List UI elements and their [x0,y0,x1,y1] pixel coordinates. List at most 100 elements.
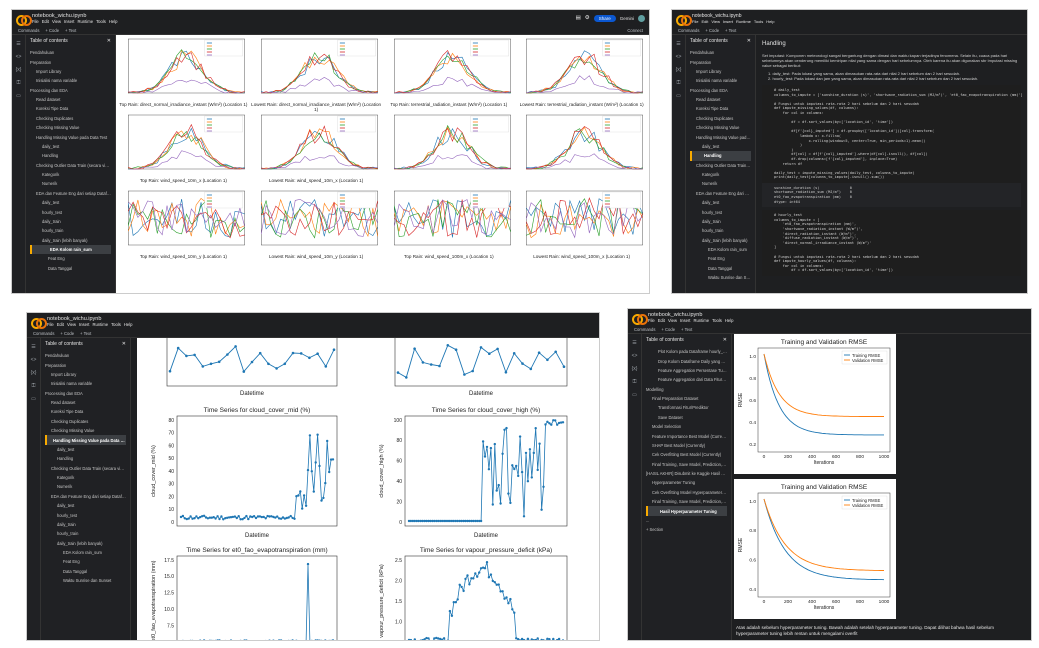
variables-icon[interactable]: {x} [30,370,37,376]
toc-item[interactable]: Inisialisi nama variable [696,78,738,84]
add-code-button[interactable]: + Code [60,330,75,336]
menu-tools[interactable]: Tools [111,321,121,327]
menu-insert[interactable]: Insert [722,18,733,24]
toc-item[interactable]: Final Training, Save Model, Prediction, … [652,499,727,505]
toc-item[interactable]: hourly_train [702,228,724,234]
toc-item[interactable]: hourly_train [42,228,64,234]
toc-item[interactable]: Numerik [702,181,718,187]
menu-runtime[interactable]: Runtime [735,18,751,24]
toc-item[interactable]: Checking Duplicates [36,115,74,121]
toc-item[interactable]: + Section [646,527,664,533]
toc-item[interactable]: Inisialisi nama variable [51,381,93,387]
menu-view[interactable]: View [667,317,677,323]
menu-edit[interactable]: Edit [41,18,49,24]
close-icon[interactable]: ✕ [746,38,751,44]
toc-item[interactable]: EDA Kolom rain_sum [30,244,111,255]
toc-item[interactable]: Transformasi Fitur/Prediktor [658,405,709,411]
toc-item[interactable]: hourly_test [57,512,78,518]
menu-help[interactable]: Help [766,18,775,24]
toc-item[interactable]: Final Preparation Dataset [652,396,699,402]
folder-icon[interactable]: ▭ [16,93,21,99]
folder-icon[interactable]: ▭ [676,93,681,99]
add-text-button[interactable]: + Text [681,326,693,332]
toc-item[interactable]: daily_test [57,503,75,509]
toc-item[interactable]: Pendahuluan [30,50,55,56]
toc-item[interactable]: Checking Outlier Data Train (secara visu… [696,162,751,168]
toc-item[interactable]: Checking Outlier Data Train (secara visu… [36,162,111,168]
toc-item[interactable]: Import Library [51,371,77,377]
toc-item[interactable]: Drop Kolom Dataframe Daily yang Sesuai d… [658,358,727,364]
toc-item[interactable]: daily_test [57,446,75,452]
toc-item[interactable]: Waktu Sunrise dan Sunset [63,578,112,584]
toc-item[interactable]: Handling Missing Value pada Data Test [45,435,126,445]
toc-item[interactable]: Numerik [57,484,73,490]
commands-button[interactable]: Commands [678,27,700,33]
toc-item[interactable]: Handling Missing Value pada Data Test [696,134,751,140]
folder-icon[interactable]: ▭ [31,396,36,402]
toc-item[interactable]: daily_test [702,200,720,206]
toc-item[interactable]: Plot Kolom pada Dataframe hourly_train [658,349,727,355]
menu-icon[interactable]: ☰ [632,340,637,346]
menu-edit[interactable]: Edit [701,18,709,24]
toc-item[interactable]: Processing dan EDA [30,87,68,93]
close-icon[interactable]: ✕ [121,341,126,347]
toc-item[interactable]: Cek Overfitting Best Model (Currently) [652,452,722,458]
toc-item[interactable]: daily_train [42,218,61,224]
menu-icon[interactable]: ☰ [16,41,21,47]
toc-item[interactable]: Model Selection [652,424,682,430]
code-brackets-icon[interactable]: <> [30,357,37,363]
menu-insert[interactable]: Insert [78,321,90,327]
toc-item[interactable]: Kategorik [57,475,75,481]
toc-item[interactable]: Processing dan EDA [45,390,83,396]
toc-item[interactable]: Feature Aggregation dari Data Fitur Per … [658,377,727,383]
toc-item[interactable]: EDA dan Feature Eng dari setiap Datafram… [36,190,111,196]
key-icon[interactable]: ⚿ [632,379,637,385]
toc-item[interactable]: Pendahuluan [45,353,70,359]
commands-button[interactable]: Commands [634,326,656,332]
toc-item[interactable]: Import Library [696,68,722,74]
menu-insert[interactable]: Insert [63,18,75,24]
folder-icon[interactable]: ▭ [632,392,637,398]
menu-file[interactable]: File [648,317,655,323]
variables-icon[interactable]: {x} [675,67,682,73]
toc-item[interactable]: SHAP Best Model (Currently) [652,442,706,448]
toc-item[interactable]: daily_train (lebih banyak) [57,540,103,546]
toc-item[interactable]: Pendahuluan [690,50,715,56]
menu-runtime[interactable]: Runtime [92,321,109,327]
toc-item[interactable]: Feat Eng [708,256,725,262]
menu-tools[interactable]: Tools [96,18,106,24]
menu-runtime[interactable]: Runtime [693,317,710,323]
comment-icon[interactable]: ▤ [575,15,581,21]
notebook-title[interactable]: notebook_wichu.ipynb [32,12,87,19]
code-brackets-icon[interactable]: <> [675,54,682,60]
toc-item[interactable]: Data Tanggal [48,265,73,271]
toc-item[interactable]: Waktu Sunrise dan Sunset [708,275,751,281]
menu-help[interactable]: Help [123,321,133,327]
add-text-button[interactable]: + Text [725,27,737,33]
code-cell-hourly-test[interactable]: # hourly_test columns_to_impute = [ 'et0… [762,210,1021,276]
commands-button[interactable]: Commands [33,330,55,336]
toc-item[interactable]: Read dataset [36,97,61,103]
menu-file[interactable]: File [692,18,699,24]
toc-item[interactable]: hourly_test [702,209,723,215]
add-code-button[interactable]: + Code [45,27,60,33]
menu-insert[interactable]: Insert [679,317,691,323]
settings-icon[interactable]: ⚙ [584,15,590,21]
toc-item[interactable]: Checking Missing Value [696,125,740,131]
connect-button[interactable]: Connect [627,27,643,33]
key-icon[interactable]: ⚿ [31,383,36,389]
toc-item[interactable]: daily_test [42,143,60,149]
toc-item[interactable]: EDA dan Feature Eng dari setiap Datafram… [696,190,751,196]
menu-file[interactable]: File [47,321,54,327]
toc-item[interactable]: Checking Duplicates [51,418,89,424]
toc-item[interactable]: daily_train [57,521,76,527]
code-cell-daily-test[interactable]: # daily_test columns_to_impute = ['sunsh… [762,85,1023,183]
menu-tools[interactable]: Tools [712,317,722,323]
toc-item[interactable]: Data Tanggal [63,568,88,574]
toc-item[interactable]: EDA Kolom rain_sum [708,247,747,253]
key-icon[interactable]: ⚿ [676,80,681,86]
toc-item[interactable]: Handling [57,456,74,462]
toc-item[interactable]: EDA Kolom rain_sum [63,550,102,556]
variables-icon[interactable]: {x} [631,366,638,372]
toc-item[interactable]: Modelling [646,386,664,392]
